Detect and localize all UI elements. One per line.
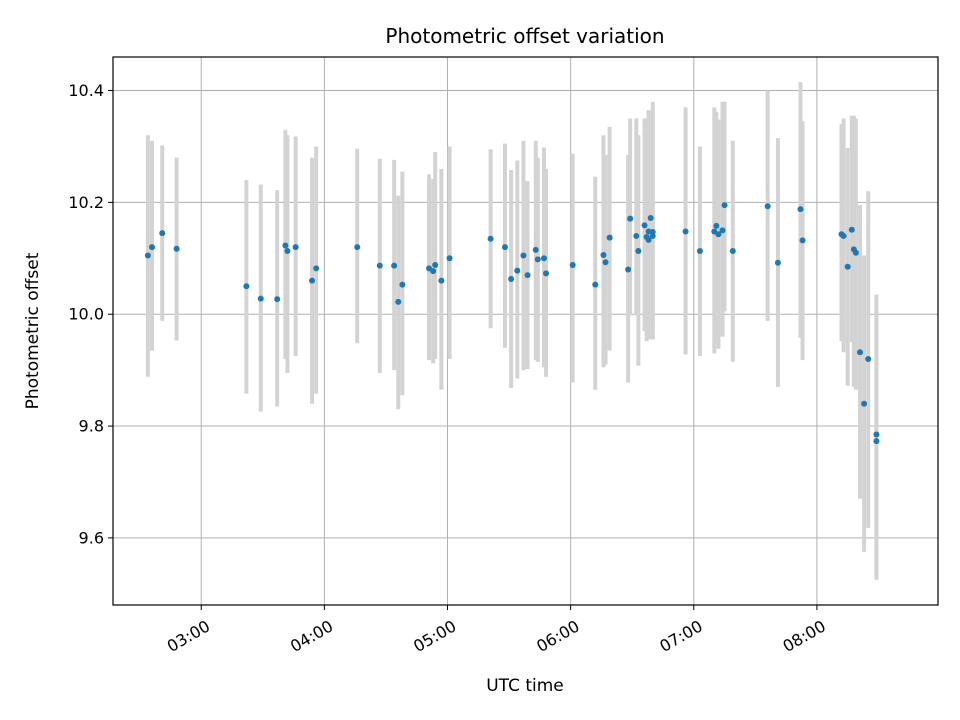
data-point — [144, 252, 151, 259]
data-point — [848, 226, 855, 233]
data-point — [592, 281, 599, 288]
data-point — [633, 232, 640, 239]
y-tick-label: 10.0 — [68, 305, 104, 324]
data-point — [625, 266, 632, 273]
data-point — [376, 262, 383, 269]
data-point — [764, 203, 771, 210]
data-point — [774, 259, 781, 266]
data-point — [399, 281, 406, 288]
data-point — [395, 298, 402, 305]
data-point — [501, 244, 508, 251]
data-point — [721, 202, 728, 209]
data-point — [627, 215, 634, 222]
data-point — [487, 235, 494, 242]
data-point — [861, 400, 868, 407]
data-point — [173, 245, 180, 252]
data-point — [274, 296, 281, 303]
data-point — [840, 232, 847, 239]
chart-title: Photometric offset variation — [385, 24, 664, 48]
data-point — [606, 234, 613, 241]
y-tick-label: 10.4 — [68, 81, 104, 100]
data-point — [865, 355, 872, 362]
data-point — [569, 262, 576, 269]
data-point — [873, 438, 880, 445]
data-point — [446, 255, 453, 262]
plot-frame — [112, 56, 939, 606]
data-point — [524, 272, 531, 279]
data-point — [148, 244, 155, 251]
data-point — [682, 228, 689, 235]
data-point — [719, 227, 726, 234]
data-point — [391, 262, 398, 269]
y-tick-label: 10.2 — [68, 193, 104, 212]
data-point — [641, 222, 648, 229]
data-point — [532, 246, 539, 253]
y-tick-label: 9.8 — [79, 417, 104, 436]
point-layer — [144, 202, 880, 445]
data-point — [873, 431, 880, 438]
y-axis-title: Photometric offset — [23, 252, 43, 409]
data-point — [797, 206, 804, 213]
data-point — [243, 283, 250, 290]
data-point — [354, 244, 361, 251]
data-point — [257, 295, 264, 302]
data-point — [729, 248, 736, 255]
data-point — [844, 263, 851, 270]
data-point — [715, 231, 722, 238]
data-point — [514, 267, 521, 274]
data-point — [534, 256, 541, 263]
data-point — [520, 252, 527, 259]
data-point — [857, 349, 864, 356]
data-point — [508, 275, 515, 282]
data-point — [432, 262, 439, 269]
data-point — [543, 270, 550, 277]
y-tick-label: 9.6 — [79, 528, 104, 547]
data-point — [647, 215, 654, 222]
data-point — [309, 277, 316, 284]
y-axis: 9.6 9.8 10.0 10.2 10.4 — [68, 81, 113, 547]
x-axis-title: UTC time — [486, 676, 564, 696]
data-point — [602, 259, 609, 266]
data-point — [852, 249, 859, 256]
data-point — [649, 232, 656, 239]
data-point — [292, 244, 299, 251]
data-point — [713, 222, 720, 229]
data-point — [438, 277, 445, 284]
data-point — [645, 236, 652, 243]
data-point — [600, 251, 607, 258]
data-point — [696, 248, 703, 255]
data-point — [159, 230, 166, 237]
data-point — [430, 268, 437, 275]
data-point — [282, 242, 289, 249]
data-point — [540, 255, 547, 262]
data-point — [635, 248, 642, 255]
data-point — [284, 248, 291, 255]
data-point — [313, 265, 320, 272]
data-point — [799, 237, 806, 244]
